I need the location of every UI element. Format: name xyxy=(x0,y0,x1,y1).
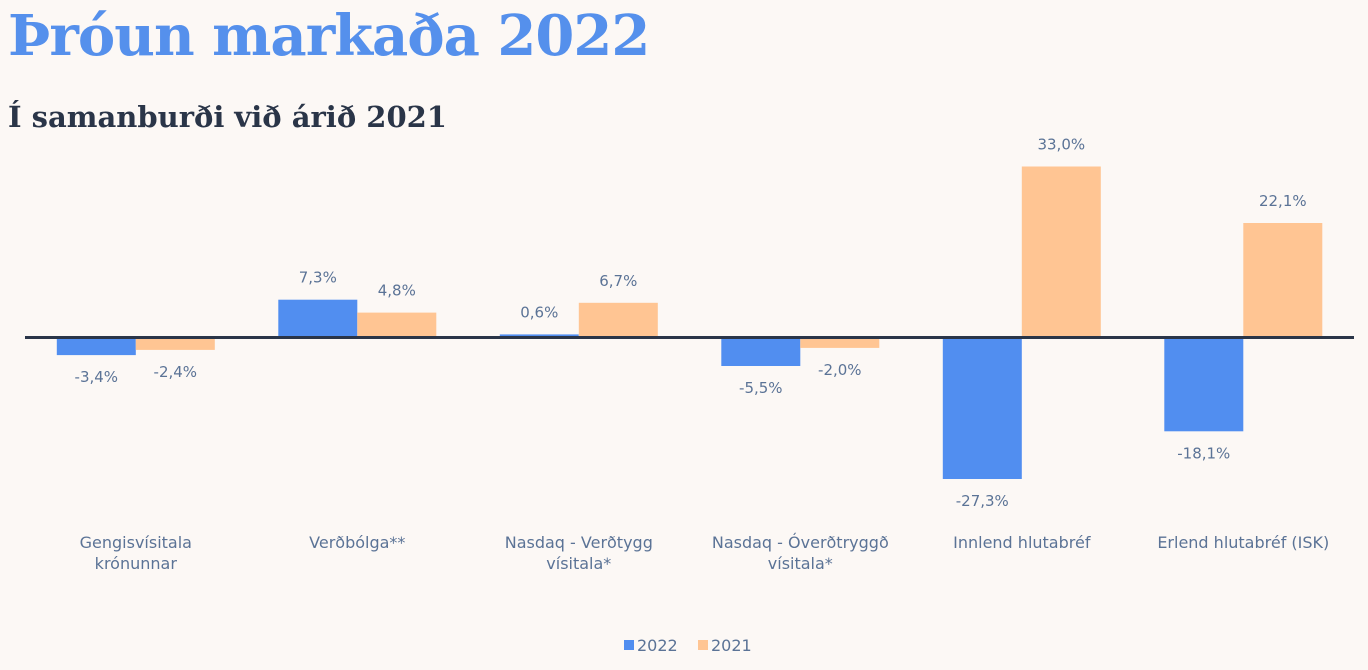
bar-2022-6 xyxy=(1164,337,1244,432)
category-label-2: Verðbólga** xyxy=(309,533,405,552)
category-label-5: Innlend hlutabréf xyxy=(953,533,1091,552)
bar-2021-2 xyxy=(357,312,437,338)
value-label-2021-3: 6,7% xyxy=(599,272,637,290)
bar-2022-4 xyxy=(721,337,801,366)
bar-2021-5 xyxy=(1021,166,1101,338)
value-label-2021-6: 22,1% xyxy=(1259,192,1307,210)
category-label-3: Nasdaq - Verðtygg vísitala* xyxy=(505,533,653,573)
bar-2021-6 xyxy=(1243,223,1323,338)
chart-title: Þróun markaða 2022 xyxy=(8,3,650,69)
bar-2021-3 xyxy=(578,302,658,338)
value-label-2022-1: -3,4% xyxy=(75,368,119,386)
legend-swatch-2021 xyxy=(698,640,708,650)
category-label-4: Nasdaq - Óverðtryggð vísitala* xyxy=(712,533,889,573)
bar-2021-1 xyxy=(135,337,215,350)
value-label-2022-4: -5,5% xyxy=(739,379,783,397)
legend: 2022 2021 xyxy=(624,636,752,655)
chart-subtitle: Í samanburði við árið 2021 xyxy=(8,100,447,134)
value-label-2021-4: -2,0% xyxy=(818,361,862,379)
value-label-2021-5: 33,0% xyxy=(1037,136,1085,154)
value-label-2021-1: -2,4% xyxy=(154,363,198,381)
value-label-2022-3: 0,6% xyxy=(520,303,558,321)
category-label-1: Gengisvísitala krónunnar xyxy=(80,533,192,573)
bars-group xyxy=(56,166,1323,479)
bar-2021-4 xyxy=(800,337,880,348)
bar-2022-2 xyxy=(278,299,358,338)
value-label-2021-2: 4,8% xyxy=(378,282,416,300)
bar-2022-5 xyxy=(942,337,1022,479)
value-label-2022-6: -18,1% xyxy=(1177,444,1230,462)
legend-label-2022: 2022 xyxy=(637,636,678,655)
bar-2022-3 xyxy=(499,334,579,338)
bar-2022-1 xyxy=(56,337,136,356)
category-label-6: Erlend hlutabréf (ISK) xyxy=(1157,533,1329,552)
category-labels-group: Gengisvísitala krónunnar Verðbólga** Nasdaq… xyxy=(80,533,1330,573)
value-labels-group: -3,4% -2,4% 7,3% 4,8% 0,6% 6,7% -5,5% -2,0% -27,… xyxy=(75,136,1307,511)
value-label-2022-5: -27,3% xyxy=(956,492,1009,510)
legend-swatch-2022 xyxy=(624,640,634,650)
legend-label-2021: 2021 xyxy=(711,636,752,655)
value-label-2022-2: 7,3% xyxy=(299,269,337,287)
